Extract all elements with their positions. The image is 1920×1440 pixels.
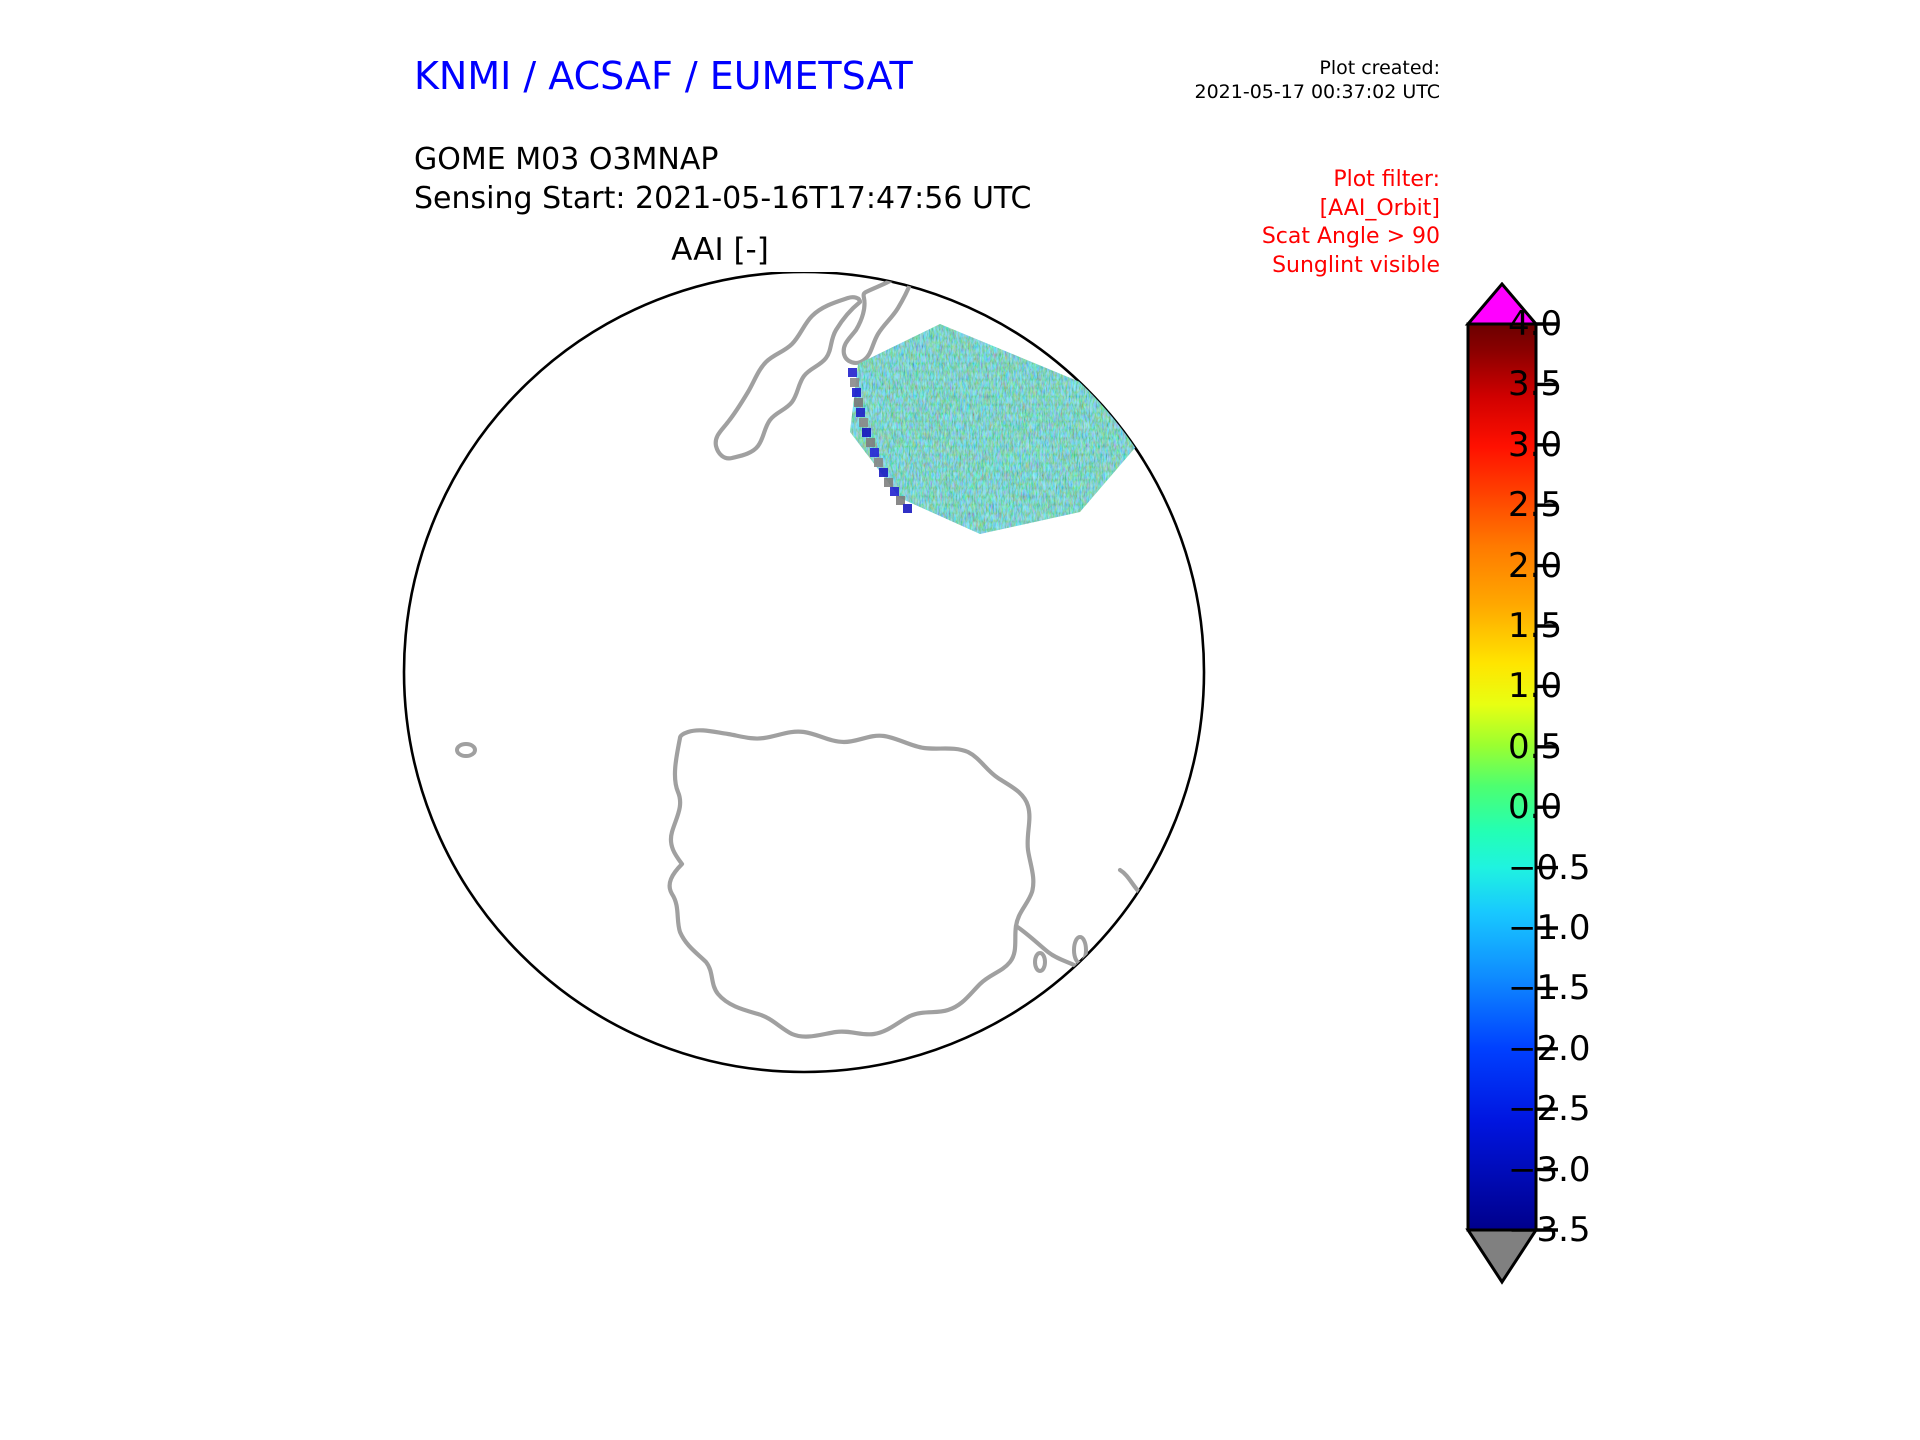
cbar-tick-2: 3.0 bbox=[1508, 424, 1563, 465]
plot-filter-product: [AAI_Orbit] bbox=[1319, 195, 1440, 221]
colorbar: 4.0 3.5 3.0 2.5 2.0 1.5 1.0 0.5 0.0 −0.5… bbox=[1448, 282, 1748, 1302]
plot-filter-label: Plot filter: bbox=[1333, 167, 1440, 192]
cbar-tick-10: −1.0 bbox=[1508, 908, 1591, 948]
coastline-new-zealand-south bbox=[713, 295, 863, 461]
swath-edge-pixels bbox=[848, 368, 912, 513]
plot-filter-scat-angle: Scat Angle > 90 bbox=[1261, 224, 1440, 250]
coastline-tierra-del-fuego bbox=[1289, 974, 1335, 1009]
plot-created-label: Plot created: bbox=[1319, 57, 1440, 79]
cbar-tick-12: −2.0 bbox=[1508, 1028, 1591, 1069]
plot-filter-sunglint: Sunglint visible bbox=[1272, 252, 1440, 278]
colorbar-tick-labels: 4.0 3.5 3.0 2.5 2.0 1.5 1.0 0.5 0.0 −0.5… bbox=[1508, 282, 1738, 1302]
colorbar-ticks bbox=[1536, 322, 1558, 1232]
cbar-tick-13: −2.5 bbox=[1508, 1089, 1591, 1130]
plot-filter-block: Plot filter: [AAI_Orbit] Scat Angle > 90… bbox=[1150, 166, 1440, 280]
island-small-2 bbox=[1033, 951, 1047, 973]
colorbar-under-arrow bbox=[1465, 1228, 1539, 1285]
dataset-block: GOME M03 O3MNAP Sensing Start: 2021-05-1… bbox=[414, 140, 1031, 218]
cbar-tick-8: 0.0 bbox=[1508, 787, 1563, 828]
island-small-3 bbox=[455, 742, 477, 758]
plot-created-block: Plot created: 2021-05-17 00:37:02 UTC bbox=[1160, 56, 1441, 105]
coastline-antarctica bbox=[667, 728, 1036, 1039]
cbar-tick-1: 3.5 bbox=[1508, 364, 1563, 405]
quantity-title: AAI [-] bbox=[671, 232, 769, 268]
cbar-tick-11: −1.5 bbox=[1508, 968, 1591, 1009]
cbar-tick-4: 2.0 bbox=[1508, 545, 1563, 586]
cbar-tick-6: 1.0 bbox=[1508, 666, 1563, 707]
coastline-south-america-east bbox=[1310, 724, 1402, 964]
colorbar-gradient bbox=[1466, 322, 1538, 1232]
colorbar-svg bbox=[1464, 282, 1558, 1285]
map-svg bbox=[402, 272, 1402, 1074]
cbar-tick-7: 0.5 bbox=[1508, 726, 1563, 767]
plot-created-time: 2021-05-17 00:37:02 UTC bbox=[1194, 81, 1441, 104]
cbar-tick-3: 2.5 bbox=[1508, 485, 1563, 526]
cbar-tick-15: −3.5 bbox=[1508, 1210, 1591, 1250]
polar-map bbox=[380, 272, 1410, 1332]
organisation-title: KNMI / ACSAF / EUMETSAT bbox=[414, 54, 913, 98]
island-small-4 bbox=[1355, 735, 1365, 757]
coastline-south-america bbox=[1270, 702, 1390, 960]
dataset-name: GOME M03 O3MNAP bbox=[414, 142, 719, 177]
cbar-tick-14: −3.0 bbox=[1508, 1149, 1591, 1190]
sensing-start: Sensing Start: 2021-05-16T17:47:56 UTC bbox=[414, 181, 1032, 216]
cbar-tick-9: −0.5 bbox=[1508, 847, 1591, 888]
cbar-tick-5: 1.5 bbox=[1508, 606, 1563, 646]
cbar-tick-0: 4.0 bbox=[1508, 304, 1563, 344]
